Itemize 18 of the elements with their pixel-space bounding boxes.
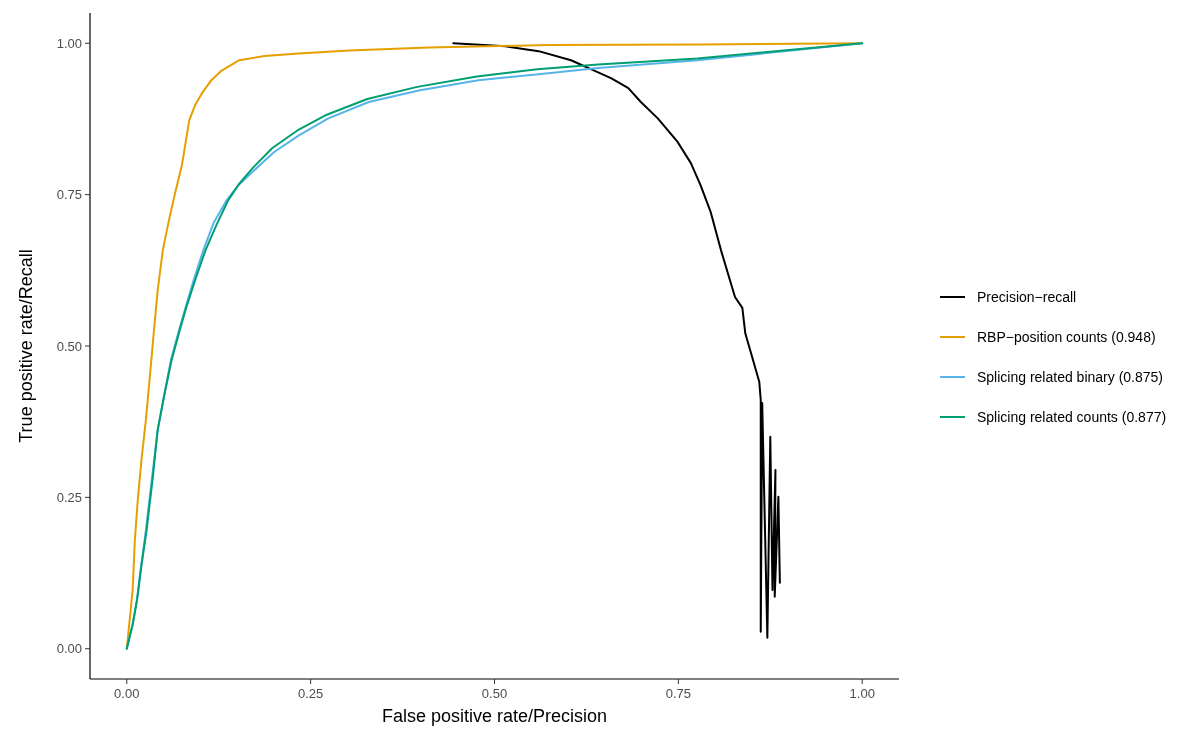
x-axis-title: False positive rate/Precision: [381, 706, 608, 726]
y-tick-label: 0.75: [56, 187, 82, 203]
x-tick-label: 0.25: [297, 686, 324, 701]
legend-label: Splicing related binary (0.875): [977, 369, 1163, 385]
line-series: [125, 42, 864, 650]
legend-label: Precision−recall: [977, 289, 1077, 305]
legend-label: RBP−position counts (0.948): [977, 329, 1156, 345]
y-tick-label: 0.00: [56, 641, 82, 657]
y-tick-label: 1.00: [56, 35, 82, 51]
x-tick-label: 0.75: [665, 686, 692, 701]
x-tick-label: 1.00: [849, 686, 875, 701]
x-tick-label: 0.50: [481, 686, 508, 701]
y-tick-label: 0.50: [56, 338, 82, 354]
x-tick-label: 0.00: [114, 686, 140, 701]
y-axis-title: True positive rate/Recall: [16, 249, 36, 443]
line-series: [452, 42, 781, 639]
y-tick-label: 0.25: [56, 489, 82, 505]
legend-label: Splicing related counts (0.877): [977, 409, 1167, 425]
